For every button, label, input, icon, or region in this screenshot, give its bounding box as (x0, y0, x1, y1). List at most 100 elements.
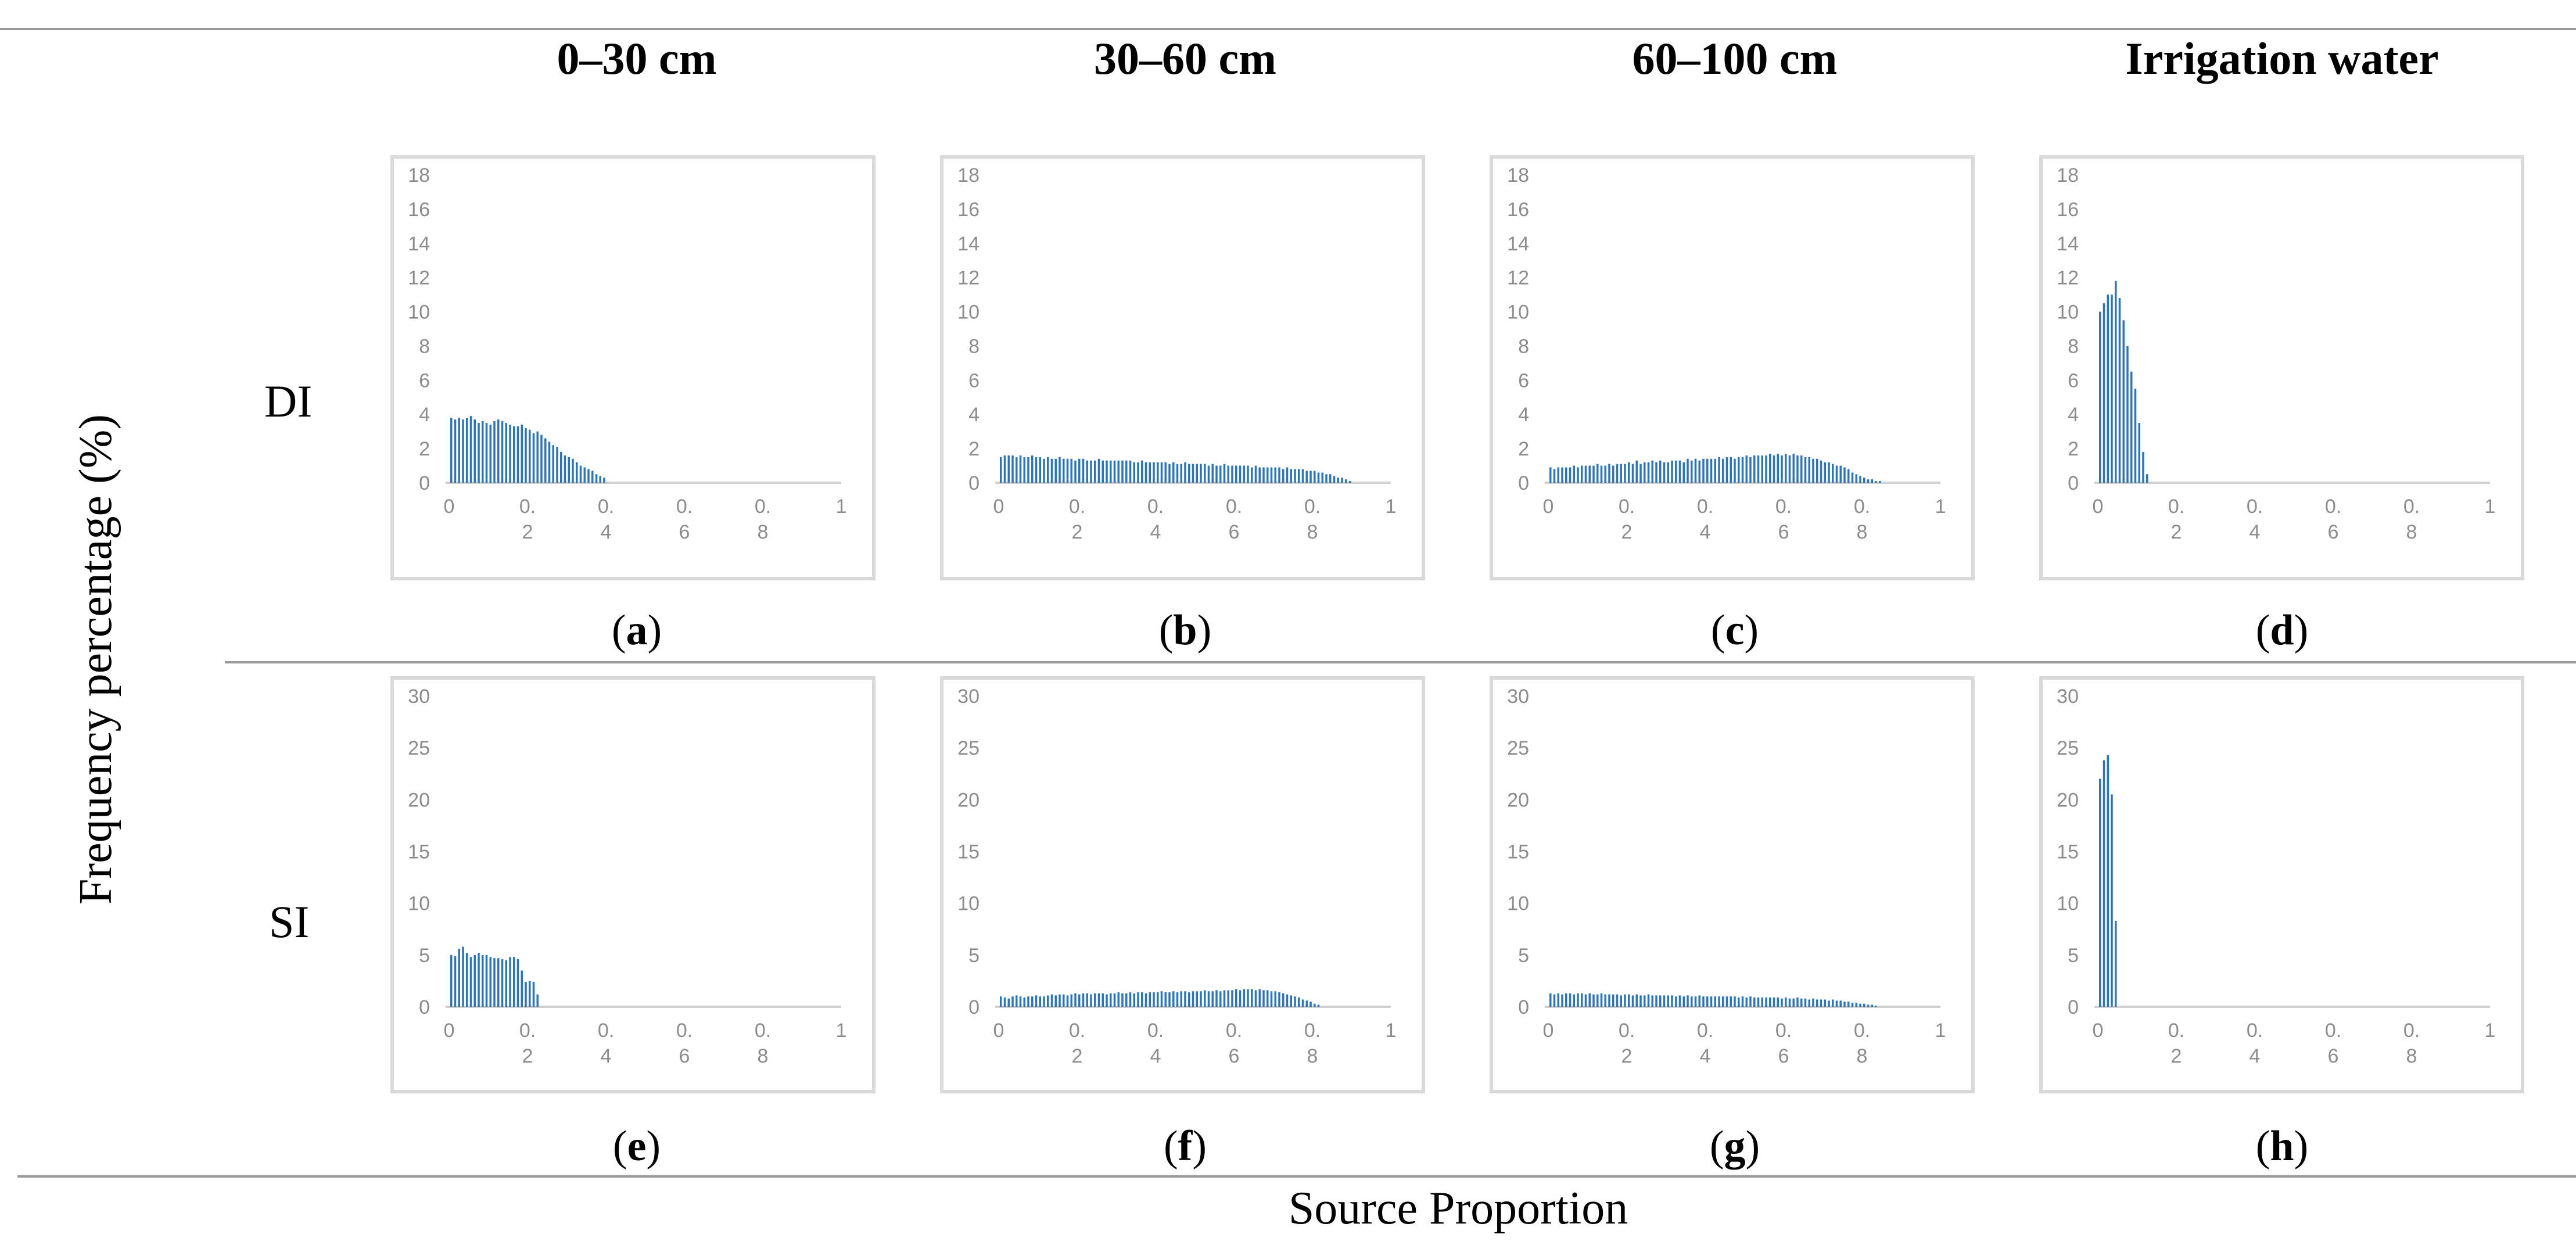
bar (1702, 458, 1705, 483)
bar (1121, 993, 1124, 1007)
bar (1309, 471, 1312, 483)
bar (1757, 455, 1760, 483)
bar (450, 418, 453, 483)
bar (1086, 460, 1088, 483)
x-tick-label: 4 (601, 521, 612, 543)
bar (1730, 457, 1732, 483)
bar (1600, 993, 1603, 1007)
y-tick-label: 0 (419, 472, 430, 494)
bar (1773, 997, 1775, 1007)
bar (1835, 1000, 1838, 1007)
x-tick-label: 0 (2093, 1020, 2104, 1042)
bar (1867, 1004, 1870, 1007)
y-tick-label: 10 (408, 302, 430, 324)
bar (1553, 469, 1556, 483)
x-tick-label: 0. (1775, 496, 1792, 518)
x-tick-label: 0. (598, 1020, 614, 1042)
bar (1325, 474, 1328, 483)
bar (552, 445, 554, 483)
bar (1278, 467, 1280, 483)
bar (1078, 994, 1081, 1007)
y-tick-label: 4 (968, 404, 980, 426)
bar (1549, 467, 1552, 483)
x-tick-label: 6 (1778, 521, 1789, 543)
y-tick-label: 20 (2057, 789, 2079, 811)
x-tick-label: 0. (1069, 496, 1085, 518)
bar (1341, 478, 1343, 483)
bar (1074, 993, 1077, 1007)
bar (1168, 464, 1171, 483)
bar (1785, 453, 1787, 483)
bar (1243, 465, 1245, 483)
bar (1710, 996, 1713, 1007)
bar (1620, 995, 1622, 1007)
bar (1204, 464, 1206, 483)
bar (1722, 458, 1724, 483)
bar (1839, 465, 1842, 483)
bar (1631, 464, 1634, 483)
bar (1074, 460, 1077, 483)
bar (1149, 992, 1151, 1007)
bar (1800, 998, 1803, 1007)
bar (1063, 458, 1065, 483)
bar (1628, 462, 1630, 483)
x-tick-label: 4 (1150, 1045, 1161, 1067)
y-axis-label: Frequency percentage (%) (70, 414, 121, 905)
bar (1157, 992, 1159, 1007)
x-tick-label: 0. (676, 496, 693, 518)
x-tick-label: 0 (444, 496, 455, 518)
bar (1294, 469, 1296, 483)
x-tick-label: 4 (601, 1045, 612, 1067)
bar (1694, 996, 1697, 1007)
bar (525, 982, 527, 1007)
bar (529, 429, 531, 483)
bar (466, 418, 468, 483)
x-tick-label: 0. (1147, 496, 1164, 518)
bar (501, 421, 504, 483)
bar (2146, 474, 2148, 483)
bar (516, 959, 519, 1007)
bar (1003, 997, 1006, 1007)
bar (1651, 460, 1653, 483)
bar (505, 422, 507, 483)
bar (1097, 993, 1100, 1007)
bar (482, 955, 484, 1007)
bar (1000, 996, 1002, 1007)
bottom-rule (17, 1175, 2576, 1178)
x-tick-label: 6 (1229, 521, 1240, 543)
bar (1647, 462, 1650, 483)
x-tick-label: 0. (2403, 1020, 2420, 1042)
chart-svg-f: 0 5 10 15 20 25 30 0 0. 2 0. 4 0. 6 0. 8 1 (957, 686, 1396, 1067)
bar (1871, 1004, 1873, 1007)
bar (478, 953, 480, 1007)
bar (1286, 467, 1289, 483)
bar (1588, 465, 1591, 483)
y-tick-label: 30 (957, 686, 980, 708)
y-tick-label: 5 (419, 945, 430, 967)
bar (1043, 996, 1045, 1007)
y-tick-label: 30 (408, 686, 430, 708)
bar (2130, 371, 2133, 483)
bar (1808, 457, 1810, 483)
bar (1624, 464, 1626, 483)
bar (454, 419, 457, 483)
bar (1584, 465, 1587, 483)
bar (1565, 467, 1567, 483)
bar (1592, 465, 1595, 483)
bar (1239, 990, 1242, 1007)
bar (1282, 993, 1285, 1007)
bar (1773, 455, 1775, 483)
bar (513, 957, 515, 1007)
y-tick-label: 30 (2057, 686, 2079, 708)
x-tick-label: 1 (1386, 496, 1397, 518)
bar (2107, 755, 2109, 1007)
bar (1117, 992, 1120, 1007)
bar (1706, 996, 1709, 1007)
bar (1070, 994, 1072, 1007)
bar (1188, 464, 1190, 483)
bar (1749, 996, 1752, 1007)
bar (1691, 996, 1693, 1007)
bar (1608, 464, 1610, 483)
bar (2115, 281, 2117, 483)
x-tick-label: 0. (519, 496, 536, 518)
